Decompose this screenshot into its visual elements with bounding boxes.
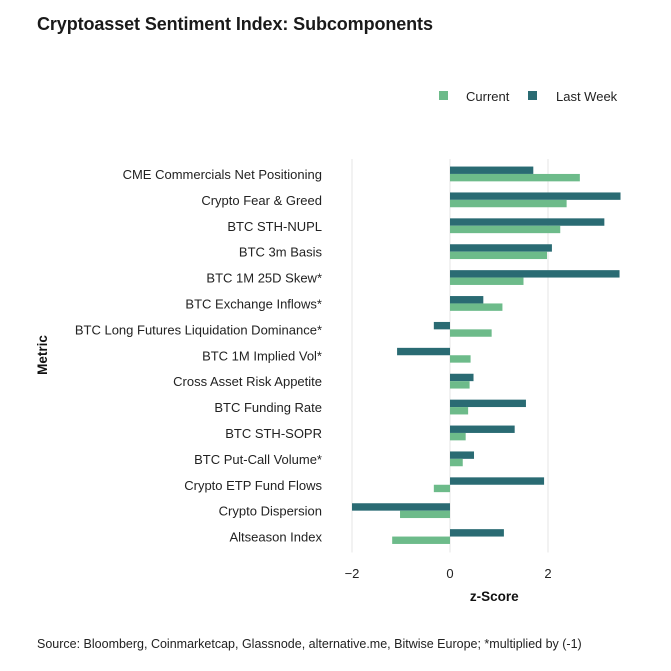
category-label: BTC Put-Call Volume*: [194, 452, 322, 467]
y-axis-label: Metric: [35, 335, 50, 375]
bar-current: [450, 355, 471, 363]
bar-last-week: [450, 399, 526, 408]
legend-swatch: [528, 91, 537, 100]
category-label: BTC STH-NUPL: [227, 219, 322, 234]
category-label: Crypto Dispersion: [219, 504, 322, 519]
x-tick-label: 2: [544, 566, 551, 581]
bar-last-week: [450, 296, 484, 304]
bar-current: [450, 458, 463, 467]
bar-current: [400, 510, 450, 519]
category-label: BTC STH-SOPR: [225, 426, 322, 441]
bar-current: [392, 536, 450, 544]
category-label: Altseason Index: [229, 530, 322, 545]
bar-last-week: [450, 425, 515, 433]
x-tick-label: 0: [446, 566, 453, 581]
bar-last-week: [450, 451, 475, 459]
bar-last-week: [450, 270, 620, 278]
bar-last-week: [450, 373, 474, 382]
bar-current: [450, 251, 548, 260]
chart-title: Cryptoasset Sentiment Index: Subcomponen…: [37, 14, 433, 34]
category-label: BTC 1M Implied Vol*: [202, 348, 322, 363]
bar-current: [450, 303, 503, 311]
bar-last-week: [450, 529, 504, 537]
bar-current: [433, 484, 450, 493]
bar-last-week: [450, 218, 605, 226]
source-note: Source: Bloomberg, Coinmarketcap, Glassn…: [37, 637, 582, 651]
bar-current: [450, 329, 492, 337]
bar-current: [450, 173, 580, 182]
bar-current: [450, 225, 561, 234]
x-tick-label: −2: [345, 566, 360, 581]
category-label: BTC 3m Basis: [239, 245, 323, 260]
bar-last-week: [450, 244, 552, 252]
category-label: CME Commercials Net Positioning: [123, 167, 322, 182]
category-label: Crypto ETP Fund Flows: [184, 478, 322, 493]
bar-last-week: [352, 503, 450, 511]
category-label: BTC Exchange Inflows*: [185, 296, 322, 311]
bar-current: [450, 381, 470, 389]
category-label: BTC 1M 25D Skew*: [206, 271, 322, 286]
bar-last-week: [397, 347, 450, 356]
bar-last-week: [450, 477, 545, 485]
bar-current: [450, 432, 466, 441]
legend-label: Last Week: [556, 89, 618, 104]
category-label: Cross Asset Risk Appetite: [173, 374, 322, 389]
bar-current: [450, 199, 567, 208]
bar-last-week: [450, 166, 534, 174]
category-label: BTC Long Futures Liquidation Dominance*: [75, 322, 322, 337]
category-label: BTC Funding Rate: [214, 400, 322, 415]
legend-label: Current: [466, 89, 510, 104]
bar-current: [450, 407, 469, 415]
bar-last-week: [450, 192, 621, 200]
bar-current: [450, 277, 524, 285]
category-label: Crypto Fear & Greed: [201, 193, 322, 208]
legend-swatch: [439, 91, 448, 100]
bar-last-week: [433, 321, 450, 330]
x-axis-label: z-Score: [470, 589, 519, 604]
